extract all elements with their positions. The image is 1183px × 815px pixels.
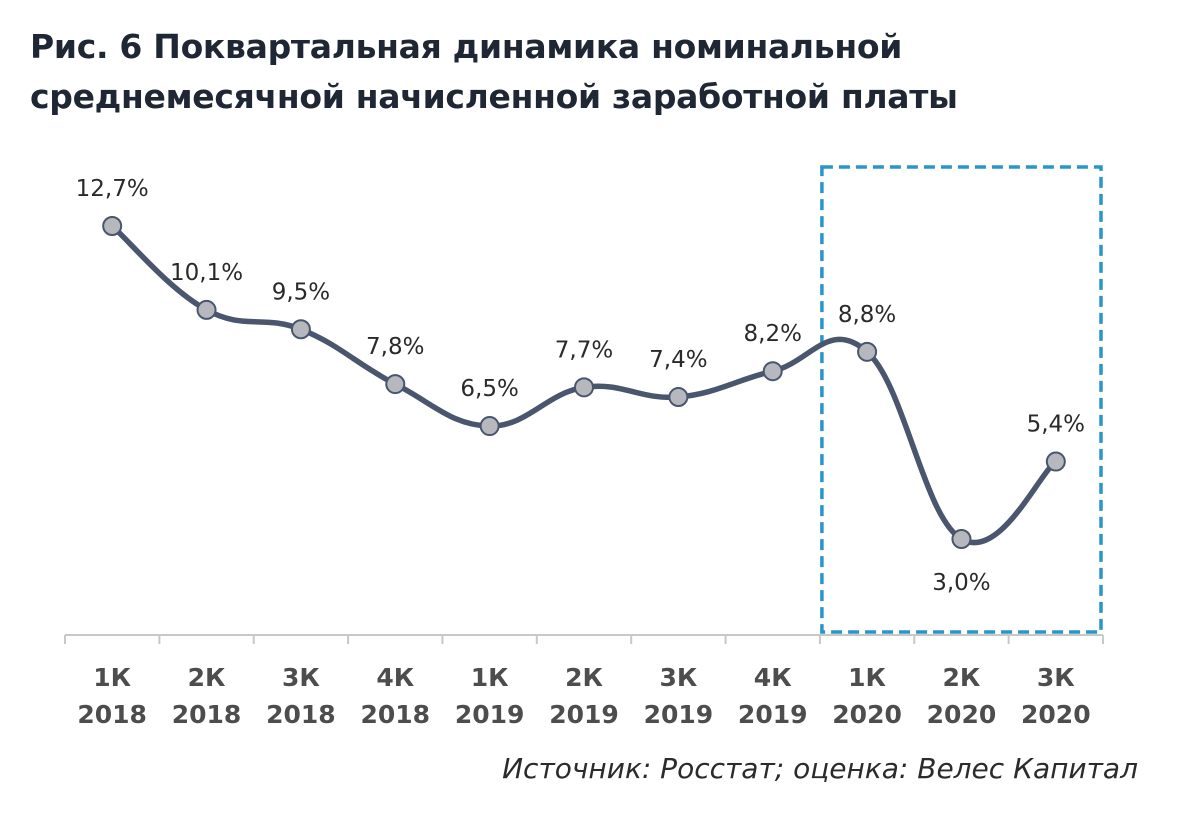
data-point-3: [290, 319, 311, 340]
data-label-7: 7,4%: [649, 347, 707, 373]
data-label-3: 9,5%: [272, 279, 330, 305]
data-point-11: [1045, 451, 1066, 472]
category-year-label: 2019: [455, 700, 525, 729]
chart-title: Рис. 6 Поквартальная динамика номинально…: [30, 22, 1150, 122]
category-quarter-label: 3К: [1037, 663, 1075, 692]
data-label-4: 7,8%: [366, 334, 424, 360]
category-quarter-label: 3К: [659, 663, 697, 692]
chart-title-line-2: среднемесячной начисленной заработной пл…: [30, 77, 958, 116]
data-point-2: [196, 299, 217, 320]
data-label-9: 8,8%: [838, 302, 896, 328]
data-point-7: [668, 387, 689, 408]
category-quarter-label: 2К: [565, 663, 603, 692]
category-year-label: 2020: [927, 700, 997, 729]
category-year-label: 2018: [360, 700, 430, 729]
category-quarter-label: 2К: [188, 663, 226, 692]
data-label-1: 12,7%: [76, 176, 149, 202]
source-note: Источник: Росстат; оценка: Велес Капитал: [502, 752, 1138, 785]
category-quarter-label: 3К: [282, 663, 320, 692]
category-year-label: 2019: [738, 700, 808, 729]
data-label-2: 10,1%: [170, 260, 243, 286]
data-point-8: [762, 361, 783, 382]
category-quarter-label: 4К: [754, 663, 792, 692]
highlight-box: [820, 165, 1103, 634]
category-year-label: 2020: [832, 700, 902, 729]
data-point-5: [479, 416, 500, 437]
data-label-6: 7,7%: [555, 337, 613, 363]
data-label-5: 6,5%: [460, 376, 518, 402]
category-quarter-label: 1К: [471, 663, 509, 692]
category-year-label: 2018: [77, 700, 147, 729]
category-quarter-label: 1К: [93, 663, 131, 692]
category-quarter-label: 2К: [943, 663, 981, 692]
data-label-10: 3,0%: [932, 570, 990, 596]
category-year-label: 2020: [1021, 700, 1091, 729]
data-point-6: [574, 377, 594, 398]
category-year-label: 2018: [266, 700, 336, 729]
series-line: [109, 223, 1059, 546]
category-year-label: 2019: [549, 700, 619, 729]
data-point-9: [857, 341, 878, 362]
chart-title-line-1: Рис. 6 Поквартальная динамика номинально…: [30, 27, 903, 66]
category-year-label: 2018: [172, 700, 242, 729]
data-point-4: [385, 374, 406, 395]
data-label-11: 5,4%: [1027, 412, 1085, 438]
category-quarter-label: 1К: [848, 663, 886, 692]
category-quarter-label: 4К: [376, 663, 414, 692]
category-year-label: 2019: [644, 700, 714, 729]
data-point-10: [951, 529, 972, 549]
data-point-1: [102, 216, 123, 236]
data-label-8: 8,2%: [744, 321, 802, 347]
